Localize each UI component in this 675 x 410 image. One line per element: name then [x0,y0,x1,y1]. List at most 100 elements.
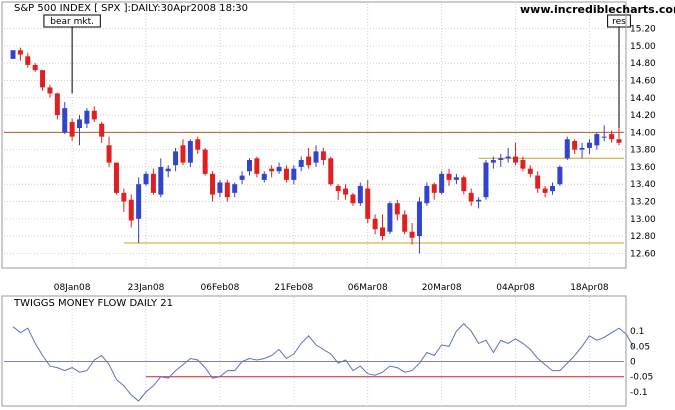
candle-body [542,188,548,193]
candle-body [461,177,467,192]
candle [416,197,422,254]
candle-body [498,158,504,161]
candle-body [586,142,592,148]
price-tick-label: 12.80 [630,232,656,242]
money-flow-tick-label: 0.1 [630,327,644,337]
date-tick-label: 18Apr08 [570,283,609,293]
candle [586,139,592,154]
candle [232,182,238,198]
candle-body [431,184,437,193]
candle-body [291,168,297,180]
price-tick-label: 13.20 [630,198,656,208]
candle-body [25,56,31,65]
candle [128,194,134,228]
candle-body [254,158,260,174]
candle [483,160,489,200]
candle [453,173,459,185]
candle [372,214,378,235]
candle-body [372,218,378,230]
price-tick-label: 13.80 [630,146,656,156]
candle-body [217,182,223,193]
money-flow-panel-frame [1,295,627,407]
candle-body [572,141,578,150]
candle-body [490,160,496,163]
candle-body [276,166,282,172]
candle-body [10,50,16,59]
candle [431,182,437,200]
candle-body [128,199,134,221]
candle [387,201,393,235]
candle [173,147,179,172]
candle-body [99,123,105,137]
candle-body [77,119,83,129]
candle-body [394,203,400,215]
candle [47,84,53,98]
website-label[interactable]: www.incrediblecharts.com [520,3,675,16]
candle-body [180,145,186,163]
candle-body [261,173,267,180]
date-tick-label: 06Mar08 [348,283,388,293]
price-panel-frame [1,1,627,269]
candle [424,182,430,206]
candle [269,165,275,178]
candle [261,171,267,183]
annotation-label: bear mkt. [50,17,94,27]
candle-body [594,134,600,146]
candle [616,128,622,146]
candle-body [62,108,68,133]
candle [187,139,193,167]
money-flow-tick-label: 0 [630,358,636,368]
candle-body [113,162,119,193]
money-flow-tick-label: -0.1 [630,388,648,398]
candle [439,171,445,195]
candle-body [616,139,622,143]
candle [276,162,282,174]
candle-body [609,134,615,140]
candle-body [313,151,319,163]
price-tick-label: 14.20 [630,111,656,121]
candle [32,63,38,72]
candle [202,147,208,176]
candle [306,147,312,169]
candle-body [343,188,349,195]
money-flow-tick-label: 0.05 [630,342,650,352]
candle [357,182,363,206]
price-tick-label: 15.00 [630,42,656,52]
candle [343,184,349,200]
candle [335,184,341,200]
candle [380,214,386,241]
annotation-box [607,14,631,28]
candle-body [239,175,245,180]
candle [291,165,297,185]
candle [246,158,252,176]
price-tick-label: 12.60 [630,249,656,259]
candle-body [269,168,275,172]
price-tick-label: 13.40 [630,180,656,190]
candle [239,171,245,185]
candle-body [306,156,312,166]
candle [594,132,600,150]
candle [54,92,60,120]
candle-body [158,166,164,195]
candle-body [202,149,208,174]
candle [513,142,519,166]
candle-body [210,173,216,195]
candle [490,156,496,169]
candle-body [246,160,252,172]
date-tick-label: 20Mar08 [422,283,462,293]
candle [150,168,156,195]
candle-body [513,156,519,163]
candle [564,136,570,161]
price-tick-label: 14.40 [630,94,656,104]
money-flow-tick-label: -0.05 [630,373,653,383]
candle-body [424,185,430,204]
candle-body [579,147,585,150]
date-tick-label: 06Feb08 [201,283,240,293]
price-tick-label: 14.60 [630,77,656,87]
candle [254,156,260,178]
candle [542,185,548,198]
candle-body [453,177,459,180]
candle-body [121,192,127,202]
candle [121,188,127,212]
candle [62,102,68,135]
